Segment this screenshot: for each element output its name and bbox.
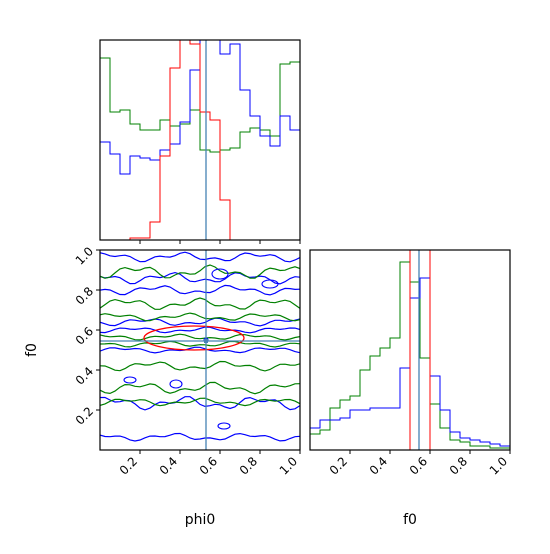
contour-blue-4 bbox=[100, 326, 300, 334]
contour-blue-island-3 bbox=[169, 379, 183, 389]
contour-xtick-label-1: 0.4 bbox=[157, 454, 180, 477]
contour-green-4 bbox=[100, 340, 300, 348]
y-axis-label-f0: f0 bbox=[24, 343, 40, 357]
contour-blue-6 bbox=[100, 396, 300, 411]
f0-histogram-panel: 0.2 0.4 0.6 0.8 1.0 bbox=[309, 249, 511, 478]
contour-xtick-label-0: 0.2 bbox=[117, 454, 140, 477]
contour-blue-island-2 bbox=[217, 422, 231, 430]
f0-hist-green bbox=[310, 261, 510, 449]
contour-xtick-label-3: 0.8 bbox=[237, 454, 260, 477]
contour-blue-island-4 bbox=[123, 376, 137, 384]
contour-ytick-label-1: 0.4 bbox=[73, 364, 96, 387]
f0-hist-xtick-label-0: 0.2 bbox=[327, 454, 350, 477]
contour-blue-2 bbox=[100, 284, 300, 296]
f0-hist-series-group bbox=[310, 250, 510, 450]
f0-hist-frame bbox=[309, 249, 511, 451]
contour-frame bbox=[99, 249, 301, 451]
contour-blue-3 bbox=[100, 317, 300, 327]
phi0-hist-red bbox=[100, 40, 300, 240]
phi0-f0-contour-panel: 0.2 0.4 0.6 0.8 1.0 0.2 0.4 0.6 0.8 1.0 bbox=[73, 244, 301, 478]
contour-xtick-label-2: 0.6 bbox=[197, 454, 220, 477]
x-axis-label-f0: f0 bbox=[403, 512, 417, 528]
contour-ytick-label-4: 1.0 bbox=[73, 244, 96, 267]
phi0-hist-series-group bbox=[100, 40, 300, 240]
f0-hist-xtick-label-1: 0.4 bbox=[367, 454, 390, 477]
f0-hist-xtick-label-4: 1.0 bbox=[487, 454, 510, 477]
contour-blue-7 bbox=[100, 432, 300, 442]
phi0-hist-green bbox=[100, 57, 300, 153]
contour-blue-island-1 bbox=[261, 279, 279, 289]
contour-blue-island-0 bbox=[211, 268, 229, 280]
f0-hist-xtick-label-2: 0.6 bbox=[407, 454, 430, 477]
contour-green-5 bbox=[100, 360, 300, 372]
f0-hist-blue bbox=[310, 277, 510, 447]
contour-green-1 bbox=[100, 297, 300, 310]
contour-red-ellipse bbox=[143, 325, 245, 351]
contour-xtick-label-4: 1.0 bbox=[277, 454, 300, 477]
truth-marker bbox=[204, 339, 208, 343]
phi0-hist-frame bbox=[99, 39, 301, 241]
contour-ytick-label-3: 0.8 bbox=[73, 284, 96, 307]
contour-blue-1 bbox=[100, 271, 300, 285]
contour-blue-5 bbox=[100, 346, 300, 354]
contour-ytick-label-0: 0.2 bbox=[73, 404, 96, 427]
phi0-histogram-panel bbox=[99, 39, 301, 244]
contour-green-7 bbox=[100, 397, 300, 407]
contour-blue-0 bbox=[100, 251, 300, 263]
contour-ytick-label-2: 0.6 bbox=[73, 324, 96, 347]
contour-series-group bbox=[100, 251, 300, 442]
f0-hist-xtick-label-3: 0.8 bbox=[447, 454, 470, 477]
contour-green-6 bbox=[100, 381, 300, 395]
x-axis-label-phi0: phi0 bbox=[185, 512, 216, 528]
contour-green-0 bbox=[100, 264, 300, 279]
contour-green-3 bbox=[100, 333, 300, 341]
contour-green-2 bbox=[100, 312, 300, 322]
